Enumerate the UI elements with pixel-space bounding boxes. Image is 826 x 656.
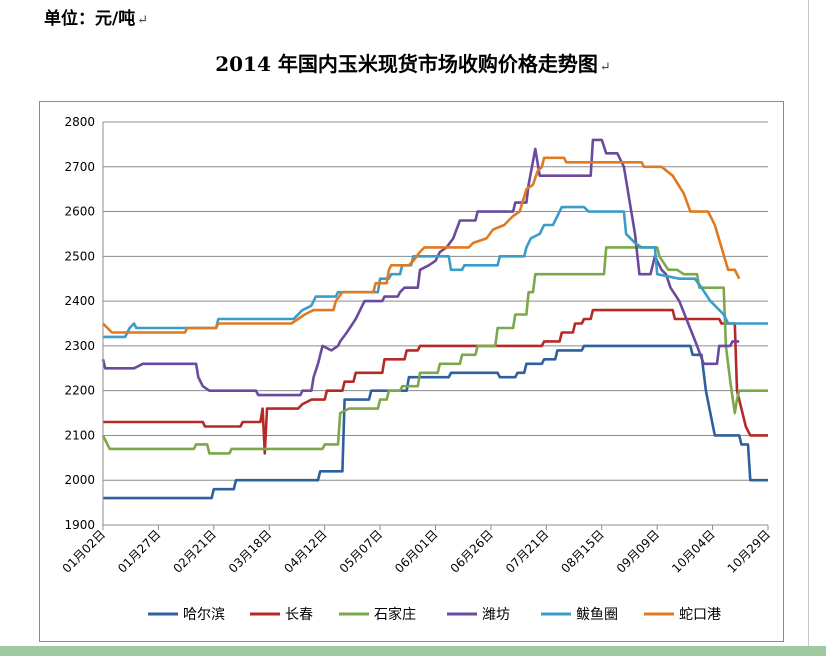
legend-label: 石家庄: [374, 606, 416, 623]
y-tick-label: 2300: [64, 339, 95, 353]
paragraph-mark-icon: ↵: [137, 13, 149, 28]
y-tick-label: 2500: [64, 249, 95, 263]
legend-label: 蛇口港: [679, 607, 721, 623]
y-tick-label: 2000: [64, 473, 95, 487]
x-tick-label: 01月02日: [60, 527, 108, 575]
unit-label: 单位：元/吨 ↵: [44, 4, 148, 29]
series-line-鲅鱼圈: [103, 205, 768, 339]
legend-label: 长春: [285, 607, 313, 623]
y-tick-label: 2200: [64, 384, 95, 398]
chart-title: 2014 年国内玉米现货市场收购价格走势图 ↵: [0, 48, 826, 77]
x-tick-label: 09月09日: [614, 527, 662, 575]
legend: 哈尔滨 长春 石家庄 潍坊 鲅鱼圈 蛇口港: [148, 606, 721, 623]
x-tick-label: 08月15日: [558, 527, 606, 575]
page-bottom-band: [0, 646, 826, 656]
legend-label: 鲅鱼圈: [576, 606, 618, 623]
y-tick-label: 2100: [64, 428, 95, 442]
unit-text: 单位：元/吨: [44, 9, 136, 29]
x-tick-label: 05月07日: [337, 527, 385, 575]
paragraph-mark-icon: ↵: [599, 60, 611, 75]
y-tick-label: 2700: [64, 160, 95, 174]
y-tick-label: 2400: [64, 294, 95, 308]
series-line-蛇口港: [102, 156, 741, 334]
y-tick-label: 2800: [64, 115, 95, 129]
x-tick-label: 04月12日: [281, 527, 329, 575]
x-tick-label: 02月21日: [170, 527, 218, 575]
chart-frame: [39, 101, 784, 642]
x-tick-label: 10月04日: [669, 527, 717, 575]
series-layer: [101, 138, 768, 500]
x-tick-label: 06月01日: [392, 527, 440, 575]
grid-layer: [103, 121, 768, 526]
x-tick-label: 03月18日: [226, 527, 274, 575]
x-tick-label: 10月29日: [725, 527, 773, 575]
series-line-长春: [103, 308, 768, 455]
legend-label: 哈尔滨: [183, 607, 225, 623]
series-line-石家庄: [101, 246, 768, 455]
x-tick-label: 07月21日: [503, 527, 551, 575]
series-line-哈尔滨: [103, 344, 768, 500]
legend-label: 潍坊: [482, 607, 510, 623]
x-tick-label: 06月26日: [448, 527, 496, 575]
y-tick-label: 2600: [64, 205, 95, 219]
series-line-潍坊: [101, 138, 740, 397]
chart-title-text: 2014 年国内玉米现货市场收购价格走势图: [215, 52, 598, 76]
page-divider: [808, 0, 809, 656]
x-tick-label: 01月27日: [115, 527, 163, 575]
y-tick-label: 1900: [64, 518, 95, 532]
